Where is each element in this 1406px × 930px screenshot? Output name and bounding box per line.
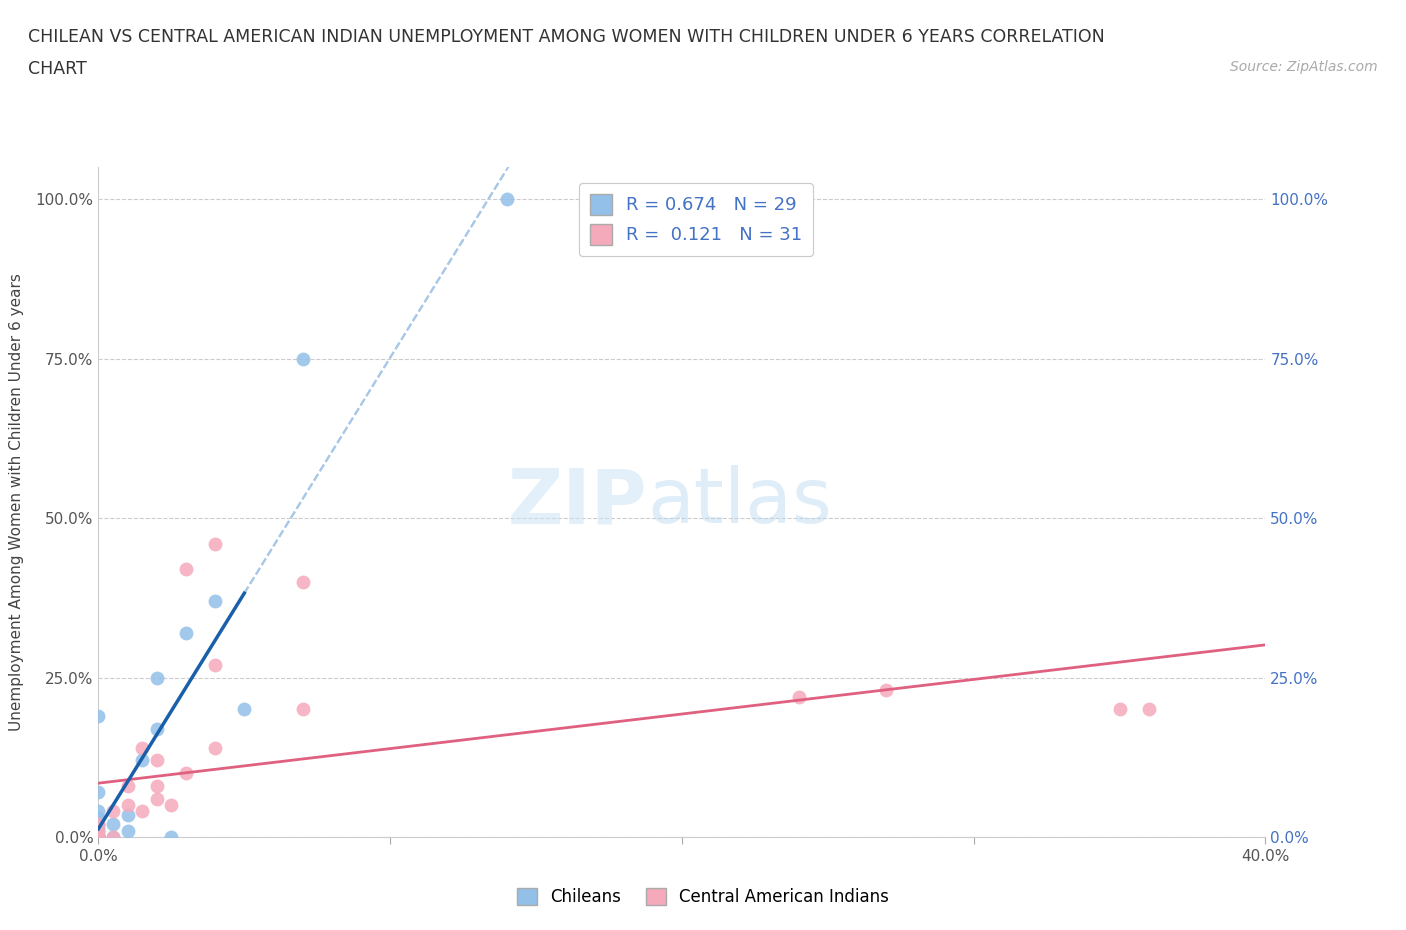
Point: [87, 827, 110, 842]
Point: [87, 820, 110, 835]
Point: [87, 830, 110, 844]
Point: [87, 810, 110, 825]
Point: [146, 791, 169, 806]
Point: [160, 798, 183, 813]
Point: [117, 798, 139, 813]
Point: [87, 804, 110, 819]
Point: [1137, 702, 1160, 717]
Point: [146, 721, 169, 736]
Point: [495, 192, 517, 206]
Point: [87, 830, 110, 844]
Point: [101, 817, 124, 831]
Point: [787, 689, 810, 704]
Text: CHILEAN VS CENTRAL AMERICAN INDIAN UNEMPLOYMENT AMONG WOMEN WITH CHILDREN UNDER : CHILEAN VS CENTRAL AMERICAN INDIAN UNEMP…: [28, 28, 1105, 46]
Point: [101, 830, 124, 844]
Point: [87, 830, 110, 844]
Point: [146, 753, 169, 768]
Point: [174, 562, 197, 577]
Y-axis label: Unemployment Among Women with Children Under 6 years: Unemployment Among Women with Children U…: [10, 273, 24, 731]
Point: [117, 778, 139, 793]
Text: ZIP: ZIP: [508, 465, 647, 539]
Point: [87, 817, 110, 831]
Point: [160, 830, 183, 844]
Point: [87, 830, 110, 844]
Point: [87, 830, 110, 844]
Point: [87, 830, 110, 844]
Point: [87, 823, 110, 838]
Point: [174, 765, 197, 780]
Point: [87, 830, 110, 844]
Point: [87, 830, 110, 844]
Point: [204, 537, 226, 551]
Point: [117, 823, 139, 838]
Point: [131, 740, 153, 755]
Point: [204, 593, 226, 608]
Point: [101, 804, 124, 819]
Point: [117, 807, 139, 822]
Point: [131, 753, 153, 768]
Point: [87, 830, 110, 844]
Point: [204, 658, 226, 672]
Point: [87, 709, 110, 724]
Point: [131, 804, 153, 819]
Point: [87, 830, 110, 844]
Point: [87, 830, 110, 844]
Point: [204, 740, 226, 755]
Text: Source: ZipAtlas.com: Source: ZipAtlas.com: [1230, 60, 1378, 74]
Point: [87, 785, 110, 800]
Legend: Chileans, Central American Indians: Chileans, Central American Indians: [510, 881, 896, 912]
Point: [174, 626, 197, 641]
Point: [87, 817, 110, 831]
Point: [87, 830, 110, 844]
Point: [291, 352, 314, 366]
Point: [87, 830, 110, 844]
Point: [101, 830, 124, 844]
Point: [146, 671, 169, 685]
Text: CHART: CHART: [28, 60, 87, 78]
Point: [87, 830, 110, 844]
Point: [87, 830, 110, 844]
Point: [291, 575, 314, 590]
Point: [233, 702, 256, 717]
Point: [87, 823, 110, 838]
Point: [875, 683, 897, 698]
Point: [146, 778, 169, 793]
Point: [87, 830, 110, 844]
Point: [291, 702, 314, 717]
Legend: R = 0.674   N = 29, R =  0.121   N = 31: R = 0.674 N = 29, R = 0.121 N = 31: [579, 183, 813, 256]
Text: atlas: atlas: [647, 465, 832, 539]
Point: [1108, 702, 1130, 717]
